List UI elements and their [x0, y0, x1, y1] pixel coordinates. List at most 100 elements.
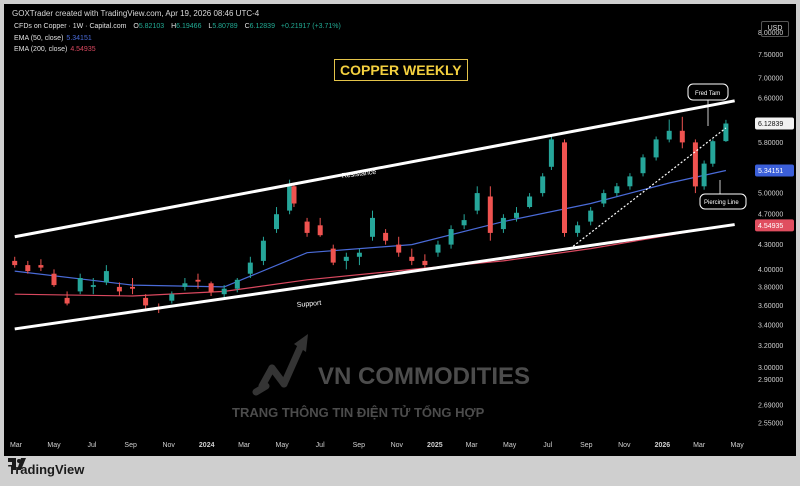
candle-body-28[interactable]: [370, 217, 375, 237]
candle-body-49[interactable]: [640, 157, 646, 174]
candle-body-19[interactable]: [260, 240, 266, 261]
chart-pane[interactable]: VN COMMODITIES TRANG THÔNG TIN ĐIỆN TỬ TỔ…: [4, 4, 796, 456]
candle-body-4[interactable]: [64, 297, 70, 304]
candle-body-18[interactable]: [247, 262, 253, 274]
y-tick-label: 7.50000: [758, 52, 783, 59]
chart-attribution: GOXTrader created with TradingView.com, …: [12, 9, 260, 18]
candle-body-38[interactable]: [500, 217, 506, 230]
candle-body-1[interactable]: [25, 265, 31, 272]
fred-tam-label: Fred Tam: [695, 91, 720, 97]
candle-body-14[interactable]: [195, 279, 201, 282]
x-tick-label: Mar: [238, 442, 251, 449]
candle-body-24[interactable]: [317, 225, 323, 236]
candle-body-15[interactable]: [208, 283, 214, 293]
y-tick-label: 4.30000: [758, 242, 783, 249]
ema50-price-badge-bg: [755, 164, 794, 177]
x-tick-label: Jul: [316, 442, 325, 449]
ema50-line[interactable]: [14, 169, 727, 288]
candle-body-37[interactable]: [487, 196, 493, 233]
y-tick-label: 8.00000: [758, 30, 783, 37]
y-tick-label: 2.69000: [758, 402, 783, 409]
candle-body-35[interactable]: [461, 220, 467, 226]
candle-body-27[interactable]: [356, 252, 362, 257]
candle-body-30[interactable]: [396, 244, 402, 253]
y-tick-label: 3.80000: [758, 284, 783, 291]
candle-body-17[interactable]: [234, 279, 240, 289]
candle-body-56[interactable]: [723, 123, 729, 142]
candle-body-41[interactable]: [540, 176, 546, 194]
x-tick-label: 2024: [199, 442, 215, 449]
candle-body-45[interactable]: [588, 210, 594, 222]
y-tick-label: 5.00000: [758, 191, 783, 198]
candle-body-8[interactable]: [116, 286, 122, 292]
candle-body-44[interactable]: [575, 225, 581, 233]
candle-body-10[interactable]: [143, 297, 149, 306]
currency-button[interactable]: USD: [761, 21, 789, 37]
candle-body-5[interactable]: [77, 278, 83, 292]
candle-body-12[interactable]: [169, 294, 175, 301]
candle-body-7[interactable]: [103, 271, 109, 283]
piercing-callout: [699, 193, 747, 210]
symbol-name[interactable]: CFDs on Copper · 1W · Capital.com: [14, 23, 127, 30]
candle-body-34[interactable]: [448, 229, 454, 245]
candle-body-3[interactable]: [51, 273, 57, 286]
candle-body-51[interactable]: [666, 130, 672, 140]
candle-body-6[interactable]: [90, 285, 96, 287]
candle-body-31[interactable]: [409, 256, 415, 261]
price-chart[interactable]: VN COMMODITIES TRANG THÔNG TIN ĐIỆN TỬ TỔ…: [4, 4, 796, 456]
candle-body-39[interactable]: [514, 212, 519, 218]
ema50-legend[interactable]: EMA (50, close) 5.34151: [14, 35, 92, 42]
candle-body-32[interactable]: [422, 260, 428, 266]
candle-body-55[interactable]: [710, 141, 716, 164]
support-line[interactable]: [14, 223, 735, 331]
candle-body-29[interactable]: [383, 232, 389, 241]
x-tick-label: 2025: [427, 442, 443, 449]
candle-body-20[interactable]: [274, 214, 279, 230]
resistance-line[interactable]: [14, 99, 735, 239]
candle-body-9[interactable]: [130, 286, 135, 289]
candle-body-36[interactable]: [474, 193, 480, 211]
change-value: +0.21917 (+3.71%): [280, 23, 341, 30]
x-tick-label: Jul: [543, 442, 552, 449]
candle-body-21[interactable]: [287, 186, 293, 211]
candle-body-54[interactable]: [701, 163, 707, 187]
candle-body-25[interactable]: [330, 248, 336, 263]
y-tick-label: 2.55000: [758, 421, 783, 428]
support-label: Support: [297, 300, 322, 309]
candle-body-42[interactable]: [548, 139, 554, 167]
candle-body-26[interactable]: [343, 256, 349, 261]
y-tick-label: 3.20000: [758, 343, 783, 350]
x-tick-label: Nov: [391, 442, 404, 449]
x-tick-label: Mar: [693, 442, 706, 449]
candle-body-53[interactable]: [692, 142, 698, 187]
x-tick-label: 2026: [655, 442, 671, 449]
candle-body-50[interactable]: [653, 139, 659, 158]
y-tick-label: 2.90000: [758, 377, 783, 384]
candle-body-46[interactable]: [601, 193, 607, 204]
dotted-trendline[interactable]: [572, 127, 727, 247]
candle-body-16[interactable]: [221, 288, 227, 295]
y-tick-label: 3.00000: [758, 365, 783, 372]
candle-body-43[interactable]: [562, 142, 567, 233]
x-tick-label: May: [47, 442, 61, 449]
x-tick-label: Sep: [353, 442, 366, 449]
y-tick-label: 4.70000: [758, 212, 783, 219]
ema200-line[interactable]: [14, 224, 727, 297]
candle-body-33[interactable]: [435, 244, 441, 253]
candle-body-23[interactable]: [304, 221, 310, 233]
tradingview-footer[interactable]: TradingView: [8, 458, 84, 480]
candle-body-48[interactable]: [627, 176, 633, 187]
candle-body-13[interactable]: [182, 283, 188, 287]
candle-body-52[interactable]: [679, 130, 685, 143]
footer-brand: TradingView: [8, 461, 85, 477]
candle-body-0[interactable]: [12, 260, 18, 266]
candle-body-47[interactable]: [614, 186, 620, 194]
watermark-brand: VN COMMODITIES: [318, 363, 530, 390]
ema200-legend[interactable]: EMA (200, close) 4.54935: [14, 46, 96, 53]
candle-body-40[interactable]: [527, 196, 533, 208]
high-value: 6.19466: [176, 23, 202, 30]
x-tick-label: May: [276, 442, 290, 449]
ema50-price-badge: 5.34151: [758, 168, 783, 175]
candle-body-2[interactable]: [38, 265, 44, 268]
candle-body-22[interactable]: [291, 186, 297, 204]
